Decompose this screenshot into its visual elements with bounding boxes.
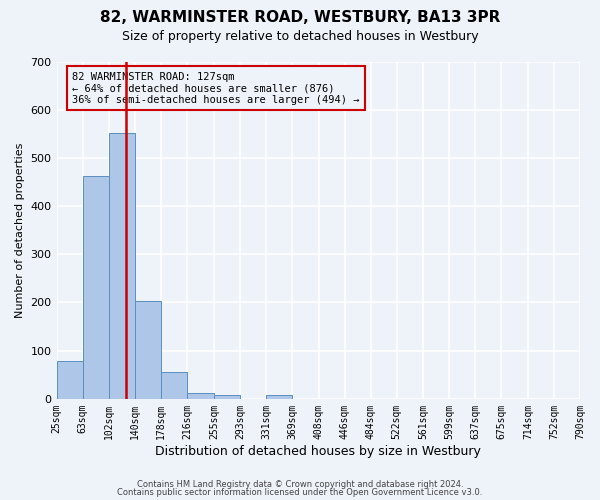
X-axis label: Distribution of detached houses by size in Westbury: Distribution of detached houses by size … (155, 444, 481, 458)
Bar (83, 176, 109, 399)
Text: 82, WARMINSTER ROAD, WESTBURY, BA13 3PR: 82, WARMINSTER ROAD, WESTBURY, BA13 3PR (100, 10, 500, 25)
Bar (214, 396, 240, 399)
Text: Size of property relative to detached houses in Westbury: Size of property relative to detached ho… (122, 30, 478, 43)
Bar (56, 361, 83, 399)
Text: Contains HM Land Registry data © Crown copyright and database right 2024.: Contains HM Land Registry data © Crown c… (137, 480, 463, 489)
Y-axis label: Number of detached properties: Number of detached properties (15, 142, 25, 318)
Bar (109, 134, 135, 399)
Text: 82 WARMINSTER ROAD: 127sqm
← 64% of detached houses are smaller (876)
36% of sem: 82 WARMINSTER ROAD: 127sqm ← 64% of deta… (72, 72, 360, 105)
Bar (266, 395, 292, 399)
Bar (187, 392, 214, 399)
Bar (161, 372, 187, 399)
Text: Contains public sector information licensed under the Open Government Licence v3: Contains public sector information licen… (118, 488, 482, 497)
Bar (135, 301, 161, 399)
